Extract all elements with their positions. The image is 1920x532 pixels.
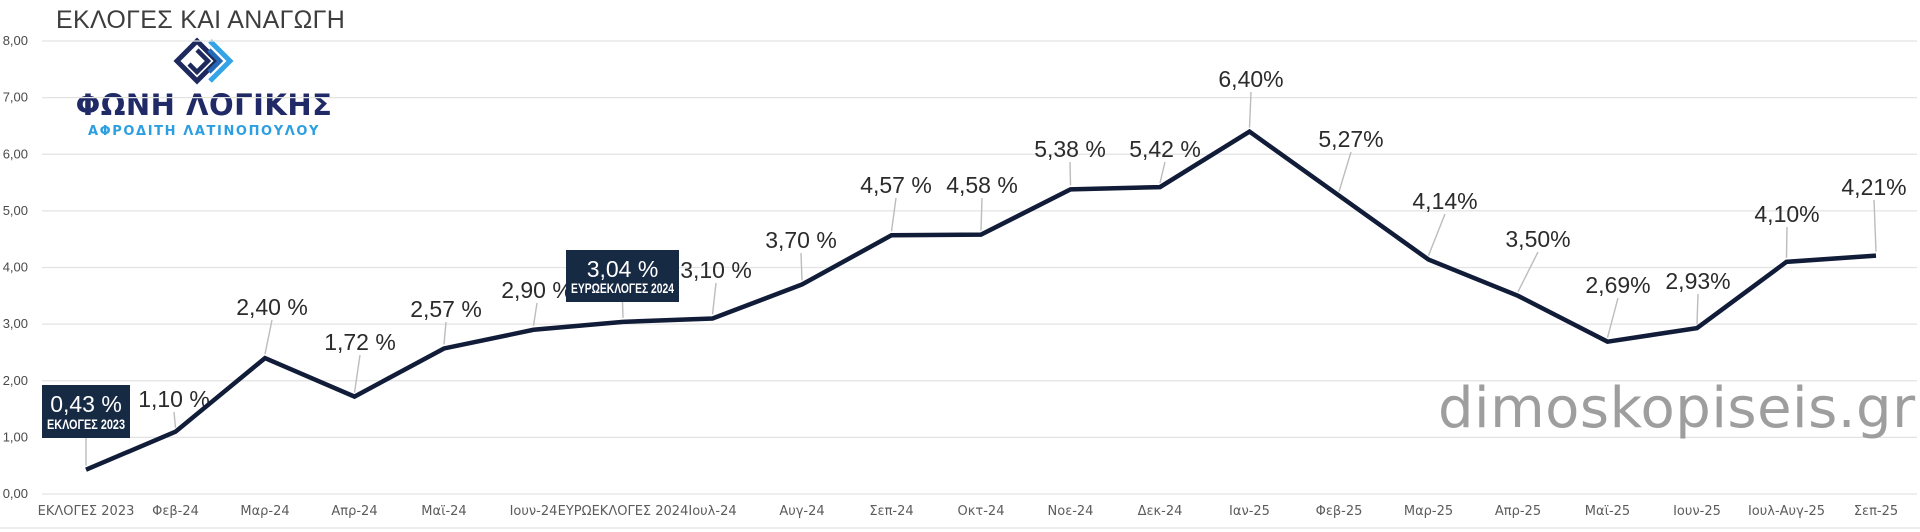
highlight-box-caption: ΕΥΡΩΕΚΛΟΓΕΣ 2024: [571, 281, 674, 296]
chart-title: ΕΚΛΟΓΕΣ ΚΑΙ ΑΝΑΓΩΓΗ: [56, 6, 346, 34]
label-leader-line: [1696, 293, 1699, 325]
highlight-box: [566, 250, 679, 302]
label-leader-line: [1248, 91, 1252, 128]
data-point-label: 2,93%: [1665, 268, 1730, 294]
y-axis-tick-label: 0,00: [3, 486, 28, 501]
data-point-label: 5,42 %: [1129, 136, 1201, 162]
label-leader-line: [1159, 161, 1166, 184]
data-point-label: 2,40 %: [236, 294, 308, 320]
label-leader-line: [353, 354, 361, 393]
data-point-label: 5,38 %: [1034, 136, 1106, 162]
y-axis-tick-label: 6,00: [3, 146, 28, 161]
x-axis-tick-label: Μαρ-24: [240, 504, 289, 519]
x-axis-tick-label: ΕΥΡΩΕΚΛΟΓΕΣ 2024: [558, 504, 689, 519]
label-leader-line: [532, 302, 538, 326]
label-leader-line: [980, 197, 983, 231]
x-axis-tick-label: Ιουλ-24: [688, 504, 736, 519]
party-name: ΦΩΝΗ ΛΟΓΙΚΗΣ: [75, 88, 333, 122]
x-axis-tick-label: Οκτ-24: [958, 504, 1005, 519]
label-leader-line: [800, 252, 803, 281]
x-axis-tick-label: Φεβ-24: [152, 504, 199, 519]
highlight-box: [42, 385, 130, 438]
x-axis-tick-label: Απρ-24: [331, 504, 377, 519]
party-leader-name: ΑΦΡΟΔΙΤΗ ΛΑΤΙΝΟΠΟΥΛΟΥ: [87, 124, 321, 139]
x-axis-tick-label: ΕΚΛΟΓΕΣ 2023: [38, 504, 135, 519]
x-axis-tick-label: Απρ-25: [1495, 504, 1541, 519]
label-leader-line: [173, 411, 177, 428]
party-logo-icon: [173, 37, 234, 85]
x-axis-tick-label: Ιαν-25: [1229, 504, 1270, 519]
highlight-box-value: 3,04 %: [587, 256, 659, 282]
y-axis-tick-label: 5,00: [3, 203, 28, 218]
data-point-label: 2,57 %: [410, 296, 482, 322]
data-point-label: 4,14%: [1412, 188, 1477, 214]
data-point-label: 3,10 %: [680, 257, 752, 283]
label-leader-line: [443, 321, 447, 345]
label-leader-line: [1338, 151, 1352, 192]
x-axis-tick-label: Ιουν-25: [1673, 504, 1721, 519]
trend-line: [85, 128, 1877, 472]
data-point-label: 3,50%: [1505, 226, 1570, 252]
watermark-text: dimoskopiseis.gr: [1438, 376, 1916, 441]
data-point-label: 4,58 %: [946, 172, 1018, 198]
data-point-label: 4,57 %: [860, 172, 932, 198]
y-axis-tick-label: 7,00: [3, 90, 28, 105]
label-leader-line: [890, 197, 897, 232]
y-axis-tick-label: 2,00: [3, 373, 28, 388]
x-axis-tick-label: Δεκ-24: [1138, 504, 1183, 519]
data-point-label: 1,10 %: [138, 386, 210, 412]
data-point-label: 2,69%: [1585, 272, 1650, 298]
label-leader-line: [1517, 251, 1539, 293]
data-point-label: 5,27%: [1318, 126, 1383, 152]
label-leader-line: [1785, 226, 1788, 258]
label-leader-line: [1606, 297, 1619, 338]
data-point-label: 1,72 %: [324, 329, 396, 355]
data-point-label: 4,21%: [1841, 174, 1906, 200]
x-axis-tick-label: Σεπ-24: [869, 504, 913, 519]
x-axis-tick-label: Σεπ-25: [1854, 504, 1898, 519]
y-axis-tick-label: 1,00: [3, 429, 28, 444]
label-leader-line: [621, 301, 624, 318]
x-axis-tick-label: Φεβ-25: [1316, 504, 1363, 519]
highlight-box-caption: ΕΚΛΟΓΕΣ 2023: [47, 417, 125, 432]
y-axis-tick-label: 4,00: [3, 260, 28, 275]
data-point-label: 3,70 %: [765, 227, 837, 253]
label-leader-line: [1873, 199, 1877, 252]
label-leader-line: [264, 319, 273, 355]
data-point-label: 6,40%: [1218, 66, 1283, 92]
party-logo: ΦΩΝΗ ΛΟΓΙΚΗΣ ΑΦΡΟΔΙΤΗ ΛΑΤΙΝΟΠΟΥΛΟΥ: [54, 36, 354, 139]
x-axis-tick-label: Ιουν-24: [510, 504, 558, 519]
y-axis-tick-label: 3,00: [3, 316, 28, 331]
label-leader-line: [1069, 161, 1072, 186]
x-axis-tick-label: Νοε-24: [1048, 504, 1094, 519]
label-leader-line: [1427, 213, 1446, 256]
x-axis-tick-label: Μαϊ-25: [1585, 504, 1630, 519]
y-axis-tick-label: 8,00: [3, 33, 28, 48]
label-leader-line: [711, 282, 717, 315]
data-point-label: 4,10%: [1754, 201, 1819, 227]
x-axis-tick-label: Μαρ-25: [1404, 504, 1453, 519]
x-axis-tick-label: Μαϊ-24: [421, 504, 466, 519]
data-point-label: 2,90 %: [501, 277, 573, 303]
x-axis-tick-label: Ιουλ-Αυγ-25: [1748, 504, 1825, 519]
x-axis-tick-label: Αυγ-24: [779, 504, 824, 519]
highlight-box-value: 0,43 %: [50, 391, 122, 417]
